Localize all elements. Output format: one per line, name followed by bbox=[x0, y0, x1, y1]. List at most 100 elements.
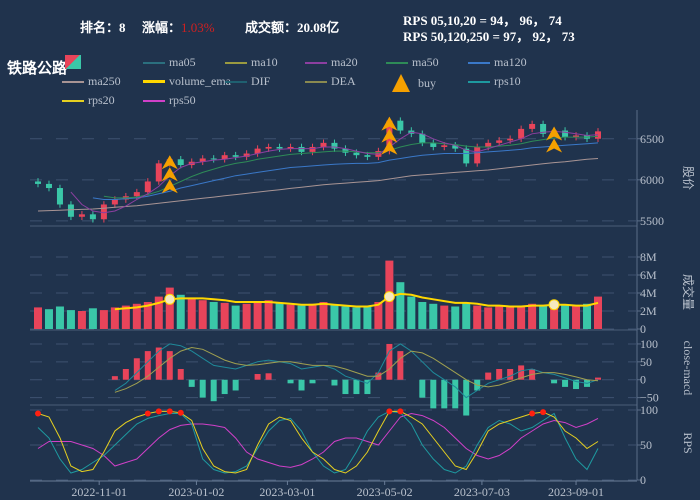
candle-body bbox=[397, 120, 404, 131]
legend-item-rps20[interactable]: rps20 bbox=[62, 93, 115, 108]
rps20-line bbox=[37, 410, 599, 474]
legend-label: ma250 bbox=[88, 74, 121, 88]
candle-body bbox=[496, 140, 503, 143]
candle-body bbox=[430, 142, 437, 147]
macd-histogram-bar bbox=[177, 369, 184, 380]
legend-item-ma20[interactable]: ma20 bbox=[305, 55, 358, 70]
legend-item-rps50[interactable]: rps50 bbox=[143, 93, 196, 108]
candle-body bbox=[35, 181, 41, 184]
volume-bar bbox=[308, 303, 317, 329]
buy-arrow-icon bbox=[392, 74, 410, 92]
volume-bar bbox=[418, 302, 427, 329]
macd-histogram-bar bbox=[353, 379, 360, 395]
volume-bar bbox=[319, 302, 328, 329]
line-swatch-icon bbox=[143, 99, 165, 102]
macd-histogram-bar bbox=[199, 379, 206, 398]
buy-arrow-icon bbox=[381, 140, 398, 155]
macd-histogram-bar bbox=[298, 379, 305, 391]
volume-bar bbox=[363, 305, 372, 329]
macd-histogram-bar bbox=[419, 379, 426, 398]
volume-bar bbox=[220, 302, 229, 329]
change-label: 涨幅： bbox=[142, 20, 182, 35]
volume-bar bbox=[55, 306, 64, 329]
candle-body bbox=[452, 145, 459, 149]
volume-bar bbox=[396, 282, 405, 329]
macd-histogram-bar bbox=[331, 379, 338, 386]
legend-item-volume_ema[interactable]: volume_ema bbox=[143, 74, 231, 89]
x-tick-label: 2023-03-01 bbox=[259, 485, 315, 499]
legend-item-rps10[interactable]: rps10 bbox=[468, 74, 521, 89]
legend-item-DIF[interactable]: DIF bbox=[225, 74, 270, 89]
y-tick-label: 6M bbox=[640, 268, 657, 282]
candle-body bbox=[177, 159, 184, 166]
y-tick-label: 2M bbox=[640, 304, 657, 318]
legend-item-DEA[interactable]: DEA bbox=[305, 74, 356, 89]
line-swatch-icon bbox=[62, 99, 84, 102]
x-tick-label: 2023-01-02 bbox=[168, 485, 224, 499]
line-swatch-icon bbox=[386, 61, 408, 64]
line-swatch-icon bbox=[468, 80, 490, 83]
candle-body bbox=[232, 155, 239, 157]
candle-body bbox=[78, 214, 85, 217]
y-tick-label: 6000 bbox=[640, 173, 664, 187]
line-swatch-icon bbox=[62, 80, 84, 83]
volume-bar bbox=[561, 304, 570, 329]
candle-body bbox=[210, 158, 217, 160]
candle-body bbox=[111, 199, 118, 205]
rps-high-marker bbox=[540, 409, 547, 416]
y-tick-label: 5500 bbox=[640, 214, 664, 228]
volume-bar bbox=[583, 303, 592, 329]
legend-label: DEA bbox=[331, 74, 356, 88]
macd-histogram-bar bbox=[133, 358, 140, 380]
legend-label: ma20 bbox=[331, 55, 358, 69]
ma120-line bbox=[92, 142, 599, 200]
candle-body bbox=[331, 142, 338, 149]
candle-body bbox=[309, 146, 316, 152]
y-tick-label: 0 bbox=[640, 473, 646, 487]
volume-bar bbox=[440, 305, 449, 329]
turnover-value: 20.08亿 bbox=[297, 20, 340, 35]
y-tick-label: 4M bbox=[640, 286, 657, 300]
macd-histogram-bar bbox=[210, 379, 217, 402]
volume-bar bbox=[429, 303, 438, 329]
volume-bar bbox=[572, 305, 581, 329]
legend-item-ma10[interactable]: ma10 bbox=[225, 55, 278, 70]
legend-item-ma05[interactable]: ma05 bbox=[143, 55, 196, 70]
volume-bar bbox=[473, 305, 482, 329]
candle-body bbox=[518, 128, 525, 139]
volume-bar bbox=[594, 296, 602, 329]
legend-label: rps10 bbox=[494, 74, 521, 88]
line-swatch-icon bbox=[225, 80, 247, 83]
volume-bar bbox=[506, 306, 515, 329]
candle-body bbox=[133, 192, 140, 197]
buy-arrow-icon bbox=[546, 138, 563, 153]
macd-histogram-bar bbox=[397, 351, 404, 380]
macd-histogram-bar bbox=[562, 379, 569, 387]
rps-high-marker bbox=[386, 408, 393, 415]
legend-item-ma250[interactable]: ma250 bbox=[62, 74, 121, 89]
y-tick-label: 50 bbox=[640, 355, 652, 369]
rps-line-2: RPS 50,120,250 = 97， 92， 73 bbox=[403, 29, 575, 44]
macd-histogram-bar bbox=[496, 369, 503, 380]
legend-item-buy[interactable]: buy bbox=[390, 74, 436, 92]
macd-histogram-bar bbox=[452, 379, 459, 409]
candle-body bbox=[199, 158, 206, 162]
volume-bar bbox=[231, 305, 240, 329]
rank-value: 8 bbox=[119, 20, 126, 35]
legend-label: rps50 bbox=[169, 93, 196, 107]
legend-label: buy bbox=[418, 75, 436, 90]
macd-histogram-bar bbox=[254, 374, 261, 380]
candle-body bbox=[100, 204, 107, 220]
line-swatch-icon bbox=[225, 61, 247, 64]
legend-item-candlestick[interactable] bbox=[62, 55, 91, 69]
volume-bar bbox=[253, 302, 262, 329]
macd-histogram-bar bbox=[221, 379, 228, 395]
legend-item-ma120[interactable]: ma120 bbox=[468, 55, 527, 70]
legend-item-ma50[interactable]: ma50 bbox=[386, 55, 439, 70]
candle-body bbox=[474, 146, 481, 164]
y-tick-label: 50 bbox=[640, 438, 652, 452]
candle-body bbox=[298, 146, 305, 152]
volume-bar bbox=[484, 307, 493, 329]
buy-arrow-icon bbox=[161, 155, 178, 170]
